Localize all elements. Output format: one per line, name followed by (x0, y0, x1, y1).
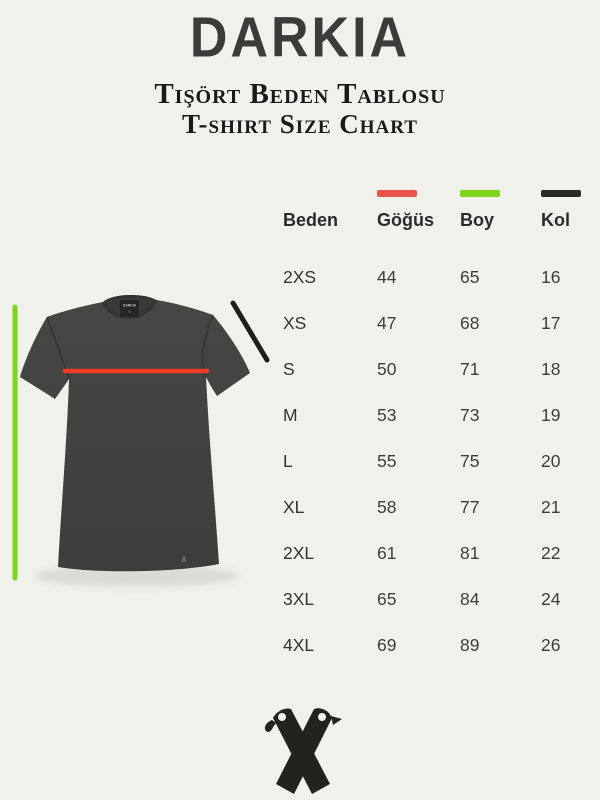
sleeve-measure-line (230, 300, 270, 363)
size-label: L (283, 450, 293, 471)
size-label: 2XS (283, 266, 317, 287)
measurement-value: 20 (541, 450, 561, 471)
measurement-value: 21 (541, 496, 561, 517)
brand-logo: DARKIA (189, 6, 411, 70)
measurement-value: 55 (377, 450, 397, 471)
measurement-value: 84 (460, 588, 480, 609)
table-row: 2XS 44 65 16 (283, 254, 600, 300)
neck-label-mark: x (128, 309, 131, 314)
table-row: 3XL 65 84 24 (283, 576, 600, 622)
measurement-value: 58 (377, 496, 397, 517)
measure-color-indicator (460, 190, 500, 197)
neck-label (120, 300, 139, 317)
measurement-value: 81 (460, 542, 480, 563)
size-label: XS (283, 312, 307, 333)
size-table-header: Beden Göğüs Boy Kol (283, 188, 600, 231)
column-label: Göğüs (377, 210, 434, 230)
measurement-value: 50 (377, 358, 397, 379)
measurement-value: 22 (541, 542, 561, 563)
column-header: Boy (460, 188, 541, 231)
subtitle-turkish: Tişört Beden Tablosu (154, 78, 446, 110)
table-row: XL 58 77 21 (283, 484, 600, 530)
measurement-value: 17 (541, 312, 561, 333)
crossed-pistols-x-icon (264, 708, 342, 794)
measurement-value: 47 (377, 312, 397, 333)
table-row: M 53 73 19 (283, 392, 600, 438)
size-label: S (283, 358, 295, 379)
size-label: 2XL (283, 542, 315, 563)
measurement-value: 65 (460, 266, 480, 287)
measurement-value: 16 (541, 266, 561, 287)
subtitle-english: T-shirt Size Chart (182, 109, 418, 139)
tshirt-graphic: DARKIA x x (12, 294, 270, 587)
measurement-value: 44 (377, 266, 397, 287)
measurement-value: 69 (377, 634, 397, 655)
size-label: XL (283, 496, 305, 517)
measurement-value: 71 (460, 358, 480, 379)
size-label: M (283, 404, 298, 425)
column-label: Beden (283, 210, 339, 230)
measurement-value: 89 (460, 634, 480, 655)
table-row: 2XL 61 81 22 (283, 530, 600, 576)
tshirt-photo: DARKIA x x (5, 280, 290, 595)
measurement-value: 73 (460, 404, 480, 425)
shirt-shadow (35, 565, 239, 587)
measurement-value: 68 (460, 312, 480, 333)
tshirt-body (20, 300, 250, 572)
measure-color-indicator (541, 190, 581, 197)
size-table-body: 2XS 44 65 16 XS 47 68 17 S 50 71 18 M 53 73 19 L 55 75 20 XL… (283, 254, 600, 668)
measurement-value: 18 (541, 358, 561, 379)
left-seam (46, 316, 70, 380)
size-label: 3XL (283, 588, 315, 609)
footer-logo (258, 704, 348, 796)
measure-color-indicator (377, 190, 417, 197)
column-header: Göğüs (377, 188, 460, 231)
measurement-value: 53 (377, 404, 397, 425)
table-row: L 55 75 20 (283, 438, 600, 484)
column-header: Beden (283, 188, 377, 231)
measurement-value: 26 (541, 634, 561, 655)
column-header: Kol (541, 188, 600, 231)
neck-label-text: DARKIA (123, 304, 137, 308)
measurement-value: 65 (377, 588, 397, 609)
size-table: Beden Göğüs Boy Kol 2XS 44 65 16 XS 47 68 17 S 50 71 1… (283, 188, 600, 668)
measurement-value: 75 (460, 450, 480, 471)
measurement-value: 77 (460, 496, 480, 517)
column-label: Kol (541, 210, 570, 230)
collar-band (103, 294, 156, 302)
size-label: 4XL (283, 634, 315, 655)
column-label: Boy (460, 210, 495, 230)
table-row: S 50 71 18 (283, 346, 600, 392)
measurement-value: 61 (377, 542, 397, 563)
hem-logo: x (182, 554, 187, 565)
measurement-value: 24 (541, 588, 561, 609)
table-row: 4XL 69 89 26 (283, 622, 600, 668)
measurement-value: 19 (541, 404, 561, 425)
table-row: XS 47 68 17 (283, 300, 600, 346)
